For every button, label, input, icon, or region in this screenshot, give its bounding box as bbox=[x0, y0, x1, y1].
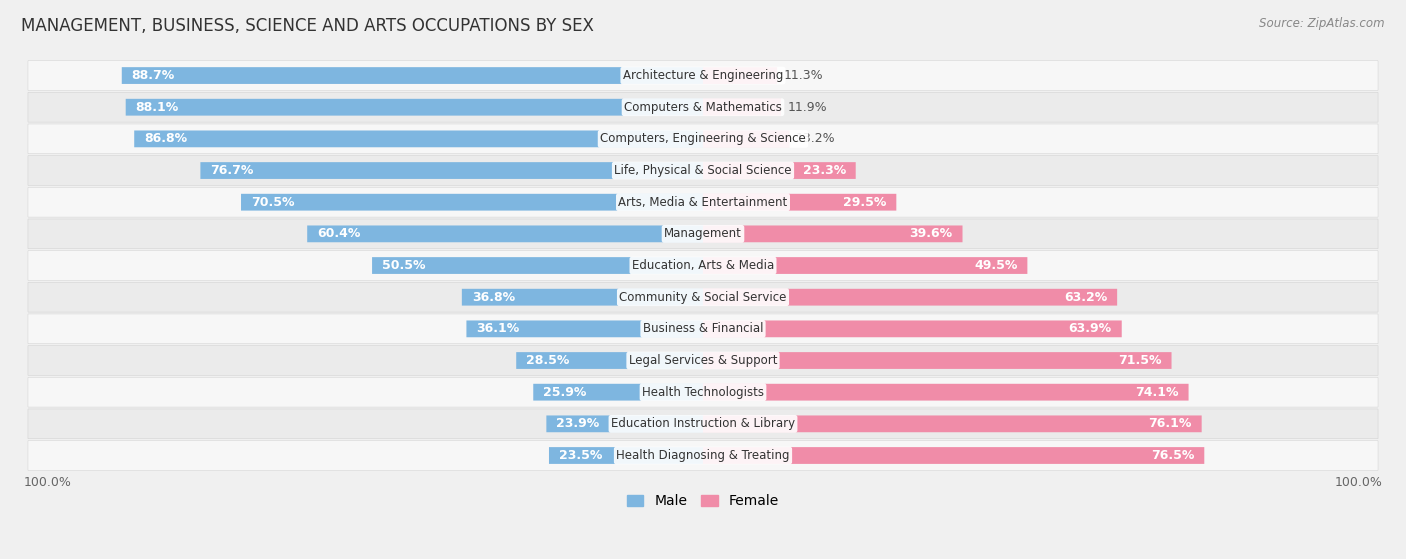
Text: Architecture & Engineering: Architecture & Engineering bbox=[623, 69, 783, 82]
FancyBboxPatch shape bbox=[516, 352, 703, 369]
FancyBboxPatch shape bbox=[703, 447, 1205, 464]
Text: 11.9%: 11.9% bbox=[787, 101, 827, 113]
FancyBboxPatch shape bbox=[703, 257, 1028, 274]
FancyBboxPatch shape bbox=[307, 225, 703, 242]
FancyBboxPatch shape bbox=[548, 447, 703, 464]
Text: 76.7%: 76.7% bbox=[211, 164, 253, 177]
Text: 86.8%: 86.8% bbox=[143, 132, 187, 145]
FancyBboxPatch shape bbox=[28, 409, 1378, 439]
Text: Community & Social Service: Community & Social Service bbox=[619, 291, 787, 304]
Text: 60.4%: 60.4% bbox=[318, 228, 360, 240]
Text: Legal Services & Support: Legal Services & Support bbox=[628, 354, 778, 367]
FancyBboxPatch shape bbox=[28, 187, 1378, 217]
FancyBboxPatch shape bbox=[28, 314, 1378, 344]
Text: Education Instruction & Library: Education Instruction & Library bbox=[612, 418, 794, 430]
FancyBboxPatch shape bbox=[703, 130, 790, 147]
Text: Computers, Engineering & Science: Computers, Engineering & Science bbox=[600, 132, 806, 145]
FancyBboxPatch shape bbox=[28, 124, 1378, 154]
FancyBboxPatch shape bbox=[28, 219, 1378, 249]
FancyBboxPatch shape bbox=[703, 194, 897, 211]
Text: 11.3%: 11.3% bbox=[783, 69, 824, 82]
Text: 36.8%: 36.8% bbox=[471, 291, 515, 304]
FancyBboxPatch shape bbox=[547, 415, 703, 432]
FancyBboxPatch shape bbox=[28, 155, 1378, 186]
Text: 88.1%: 88.1% bbox=[135, 101, 179, 113]
Text: Education, Arts & Media: Education, Arts & Media bbox=[631, 259, 775, 272]
Text: 23.3%: 23.3% bbox=[803, 164, 846, 177]
Text: 88.7%: 88.7% bbox=[132, 69, 174, 82]
FancyBboxPatch shape bbox=[703, 289, 1118, 306]
FancyBboxPatch shape bbox=[28, 440, 1378, 470]
Text: MANAGEMENT, BUSINESS, SCIENCE AND ARTS OCCUPATIONS BY SEX: MANAGEMENT, BUSINESS, SCIENCE AND ARTS O… bbox=[21, 17, 593, 35]
FancyBboxPatch shape bbox=[28, 345, 1378, 376]
FancyBboxPatch shape bbox=[703, 99, 780, 116]
FancyBboxPatch shape bbox=[240, 194, 703, 211]
FancyBboxPatch shape bbox=[703, 352, 1171, 369]
Text: 50.5%: 50.5% bbox=[382, 259, 426, 272]
Text: 28.5%: 28.5% bbox=[526, 354, 569, 367]
Text: 70.5%: 70.5% bbox=[250, 196, 294, 209]
FancyBboxPatch shape bbox=[201, 162, 703, 179]
FancyBboxPatch shape bbox=[28, 61, 1378, 91]
Text: Management: Management bbox=[664, 228, 742, 240]
Text: 63.9%: 63.9% bbox=[1069, 323, 1112, 335]
Legend: Male, Female: Male, Female bbox=[621, 489, 785, 514]
Text: 71.5%: 71.5% bbox=[1118, 354, 1161, 367]
Text: 36.1%: 36.1% bbox=[477, 323, 520, 335]
Text: 76.1%: 76.1% bbox=[1149, 418, 1192, 430]
Text: Health Diagnosing & Treating: Health Diagnosing & Treating bbox=[616, 449, 790, 462]
Text: 23.9%: 23.9% bbox=[557, 418, 599, 430]
FancyBboxPatch shape bbox=[28, 250, 1378, 281]
Text: 39.6%: 39.6% bbox=[910, 228, 953, 240]
FancyBboxPatch shape bbox=[125, 99, 703, 116]
FancyBboxPatch shape bbox=[373, 257, 703, 274]
Text: 23.5%: 23.5% bbox=[558, 449, 602, 462]
FancyBboxPatch shape bbox=[28, 92, 1378, 122]
FancyBboxPatch shape bbox=[467, 320, 703, 337]
Text: 25.9%: 25.9% bbox=[543, 386, 586, 399]
FancyBboxPatch shape bbox=[461, 289, 703, 306]
Text: Business & Financial: Business & Financial bbox=[643, 323, 763, 335]
FancyBboxPatch shape bbox=[703, 225, 963, 242]
FancyBboxPatch shape bbox=[703, 384, 1188, 401]
FancyBboxPatch shape bbox=[28, 377, 1378, 407]
FancyBboxPatch shape bbox=[703, 162, 856, 179]
FancyBboxPatch shape bbox=[533, 384, 703, 401]
Text: Computers & Mathematics: Computers & Mathematics bbox=[624, 101, 782, 113]
FancyBboxPatch shape bbox=[703, 320, 1122, 337]
Text: 13.2%: 13.2% bbox=[796, 132, 835, 145]
FancyBboxPatch shape bbox=[122, 67, 703, 84]
Text: Arts, Media & Entertainment: Arts, Media & Entertainment bbox=[619, 196, 787, 209]
Text: Health Technologists: Health Technologists bbox=[643, 386, 763, 399]
Text: Source: ZipAtlas.com: Source: ZipAtlas.com bbox=[1260, 17, 1385, 30]
Text: 74.1%: 74.1% bbox=[1135, 386, 1178, 399]
FancyBboxPatch shape bbox=[28, 282, 1378, 312]
FancyBboxPatch shape bbox=[703, 67, 778, 84]
Text: 49.5%: 49.5% bbox=[974, 259, 1018, 272]
Text: Life, Physical & Social Science: Life, Physical & Social Science bbox=[614, 164, 792, 177]
FancyBboxPatch shape bbox=[703, 415, 1202, 432]
Text: 63.2%: 63.2% bbox=[1064, 291, 1108, 304]
Text: 76.5%: 76.5% bbox=[1152, 449, 1195, 462]
Text: 29.5%: 29.5% bbox=[844, 196, 886, 209]
FancyBboxPatch shape bbox=[134, 130, 703, 147]
